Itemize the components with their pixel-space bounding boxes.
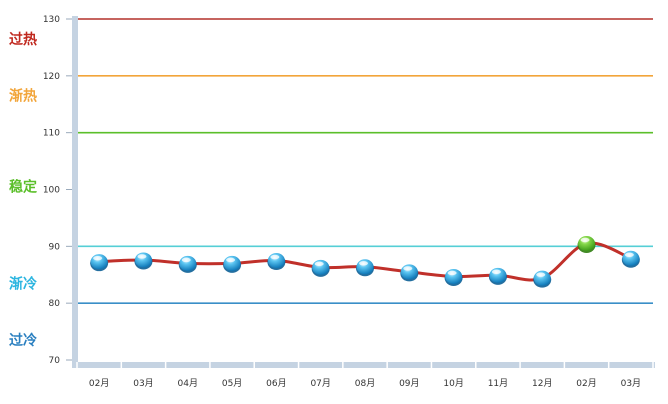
point-shine: [314, 261, 324, 267]
data-point: [444, 268, 463, 286]
y-tick-label: 120: [43, 72, 60, 82]
data-point: [134, 252, 153, 270]
point-shine: [403, 266, 413, 271]
x-tick-label: 02月: [576, 378, 596, 389]
point-shine: [226, 257, 236, 263]
y-tick-label: 130: [43, 15, 60, 25]
x-tick-label: 02月: [89, 378, 109, 389]
data-point: [621, 250, 640, 268]
y-axis-band: [72, 16, 78, 368]
point-shine: [270, 254, 280, 260]
point-shine: [536, 272, 546, 277]
point-shine: [93, 255, 103, 261]
zone-label: 稳定: [9, 179, 37, 196]
y-tick-label: 110: [43, 129, 60, 139]
zone-label: 过冷: [9, 332, 37, 349]
y-tick-label: 70: [49, 356, 61, 366]
x-tick-label: 05月: [222, 378, 242, 389]
point-shine: [580, 237, 590, 243]
x-tick-label: 07月: [310, 378, 330, 389]
zone-label: 渐热: [9, 88, 37, 105]
x-axis-band: [72, 362, 655, 368]
chart-axes: 70 80 90 100 110 120 130 02月 03月 04月 05月 06月 07月 08月 0…: [43, 15, 655, 389]
data-point: [90, 254, 109, 272]
data-point: [223, 255, 242, 273]
point-shine: [359, 261, 368, 266]
data-point: [400, 264, 419, 282]
x-tick-label: 11月: [488, 378, 508, 389]
x-tick-label: 03月: [621, 378, 641, 389]
point-shine: [491, 269, 501, 275]
data-point: [311, 259, 330, 277]
x-tick-label: 04月: [178, 378, 198, 389]
data-point: [267, 253, 286, 271]
zone-label: 渐冷: [9, 275, 37, 292]
data-point: [533, 270, 552, 288]
point-shine: [447, 270, 457, 276]
y-tick-label: 100: [43, 186, 60, 196]
point-shine: [181, 257, 191, 263]
data-point: [488, 267, 507, 285]
point-shine: [137, 254, 147, 259]
data-point: [356, 259, 374, 277]
x-tick-label: 12月: [532, 378, 552, 389]
x-tick-label: 10月: [443, 378, 463, 389]
x-tick-label: 08月: [355, 378, 375, 389]
highlight-point: [577, 235, 596, 253]
data-point: [178, 255, 197, 273]
data-points: [90, 235, 640, 288]
x-tick-label: 06月: [266, 378, 286, 389]
zone-label: 过热: [9, 31, 37, 48]
x-tick-label: 03月: [133, 378, 153, 389]
y-tick-label: 90: [49, 242, 61, 252]
point-shine: [624, 252, 634, 257]
x-tick-label: 09月: [399, 378, 419, 389]
y-tick-label: 80: [49, 299, 61, 309]
reference-lines: [78, 18, 653, 304]
